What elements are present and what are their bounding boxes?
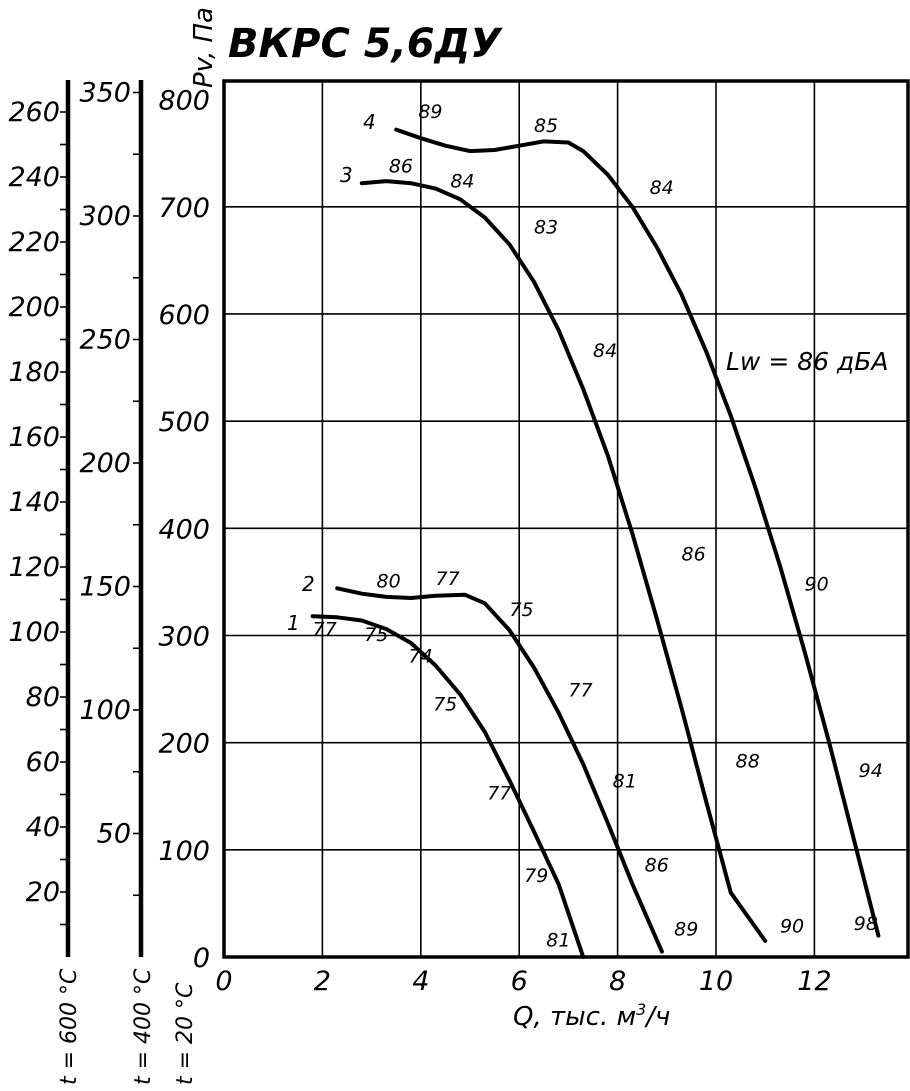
noise-label: 90	[780, 915, 804, 937]
temperature-scales: 20 40 60 80 100 120 140 160 180 200 220 240 260 50 100…	[8, 78, 198, 1086]
x-axis-label: Q, тыс. м3/ч	[513, 1000, 670, 1032]
noise-label: 77	[487, 782, 511, 804]
temp-scale-label: 50	[97, 819, 131, 850]
temp-scale-label: 200	[8, 292, 60, 323]
y-tick-label: 700	[158, 193, 210, 224]
fan-curve-1	[310, 614, 586, 959]
curve-number: 4	[363, 110, 376, 134]
noise-label: 90	[805, 573, 829, 595]
noise-label: 80	[377, 570, 401, 592]
noise-label: 77	[436, 568, 460, 590]
noise-label: 77	[313, 618, 337, 640]
y-tick-label: 600	[158, 300, 210, 331]
temp-scale-label: 350	[79, 78, 131, 109]
y-tick-label: 500	[158, 407, 210, 438]
noise-label: 79	[524, 865, 548, 887]
chart-title: ВКРС 5,6ДУ	[228, 21, 503, 67]
temp-scale-label: 240	[8, 162, 60, 193]
y-tick-label: 200	[158, 729, 210, 760]
temp-scale-label: 180	[8, 357, 60, 388]
temp-scale-label: 40	[26, 812, 60, 843]
x-tick-labels: 0 2 4 6 8 10 12	[215, 966, 831, 997]
temp-scale-label: 300	[79, 201, 131, 232]
noise-label: 74	[409, 645, 433, 667]
noise-label: 83	[534, 217, 558, 239]
noise-label: 89	[674, 919, 698, 941]
temp-scale-label: 100	[8, 617, 60, 648]
temp-scale-label: 140	[8, 487, 60, 518]
grid	[224, 81, 908, 957]
x-tick-label: 10	[699, 966, 733, 997]
noise-label: 98	[854, 913, 878, 935]
x-tick-label: 4	[412, 966, 429, 997]
curve-number: 1	[287, 611, 300, 635]
noise-label: 84	[650, 177, 674, 199]
x-tick-label: 12	[797, 966, 831, 997]
noise-label: 81	[546, 929, 570, 951]
curve-number: 3	[340, 163, 353, 187]
noise-label: 75	[509, 599, 533, 621]
y-tick-label: 300	[158, 621, 210, 652]
x-tick-label: 0	[215, 966, 232, 997]
y-tick-labels: 0 100 200 300 400 500 600 700 800	[158, 86, 210, 974]
y-tick-label: 0	[193, 943, 210, 974]
noise-label: 77	[568, 680, 592, 702]
x-tick-label: 6	[511, 966, 528, 997]
fan-curves: 1 77 75 74 75 77 79 81 2 80 77 75 77 81 86 89 3 86 84 83 84 8…	[287, 101, 883, 959]
noise-label: 94	[859, 760, 883, 782]
noise-label: 81	[613, 771, 637, 793]
noise-label: 89	[418, 101, 442, 123]
noise-label: 84	[593, 340, 617, 362]
y-axis-label: Pv, Па	[189, 7, 219, 88]
temp-scale-label: 100	[79, 695, 131, 726]
noise-label: 75	[433, 694, 457, 716]
y-tick-label: 800	[158, 86, 210, 117]
fan-curve-4	[394, 127, 881, 938]
temp-scale-caption: t = 20 °C	[173, 982, 198, 1085]
plot-frame	[222, 79, 910, 959]
curve-number: 2	[302, 572, 315, 596]
noise-label: 88	[736, 750, 760, 772]
temp-scale-label: 150	[79, 572, 131, 603]
temp-scale-label: 200	[79, 448, 131, 479]
fan-curve-3	[359, 179, 768, 943]
noise-label: 75	[364, 624, 388, 646]
noise-label: 86	[389, 156, 413, 178]
noise-level-annotation: Lw = 86 дБА	[726, 347, 889, 376]
noise-label: 86	[682, 543, 706, 565]
y-tick-label: 100	[158, 836, 210, 867]
noise-label: 85	[534, 115, 558, 137]
temp-scale-label: 220	[8, 227, 60, 258]
temp-scale-label: 260	[8, 97, 60, 128]
noise-label: 86	[645, 854, 669, 876]
x-tick-label: 8	[609, 966, 626, 997]
temp-scale-label: 80	[26, 682, 60, 713]
temp-scale-caption: t = 600 °C	[57, 968, 82, 1085]
temp-scale-label: 160	[8, 422, 60, 453]
temp-scale-caption: t = 400 °C	[131, 968, 156, 1085]
temp-scale-label: 120	[8, 552, 60, 583]
noise-label: 84	[450, 171, 474, 193]
temp-scale-label: 20	[26, 877, 60, 908]
temp-scale-label: 250	[79, 325, 131, 356]
x-tick-label: 2	[314, 966, 331, 997]
y-tick-label: 400	[158, 514, 210, 545]
fan-curve-2	[335, 586, 664, 954]
temp-scale-label: 60	[26, 747, 60, 778]
